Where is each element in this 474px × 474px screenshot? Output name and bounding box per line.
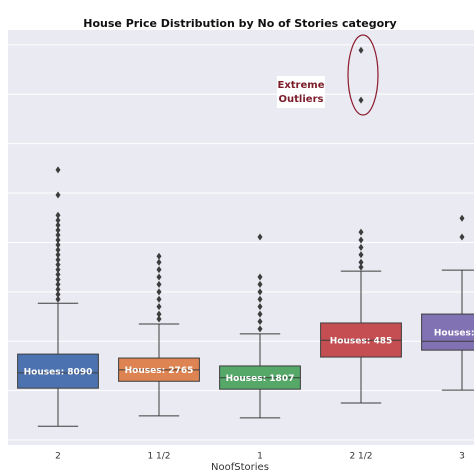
x-tick-label: 2 1/2 xyxy=(349,452,372,462)
outlier xyxy=(358,46,364,54)
x-axis-label: NoofStories xyxy=(211,462,269,473)
outlier xyxy=(156,315,162,323)
outlier xyxy=(156,273,162,281)
annotation-text: Outliers xyxy=(279,94,324,105)
box-label: Houses: 2765 xyxy=(125,366,194,376)
outlier xyxy=(55,256,61,264)
outlier xyxy=(156,288,162,296)
outlier xyxy=(257,303,263,311)
outlier xyxy=(55,191,61,199)
outlier xyxy=(156,310,162,318)
outlier xyxy=(358,258,364,266)
outlier xyxy=(257,273,263,281)
outlier xyxy=(257,288,263,296)
annotation-ellipse xyxy=(347,34,379,116)
outlier xyxy=(459,233,465,241)
outlier xyxy=(55,246,61,254)
outlier xyxy=(55,275,61,283)
outlier xyxy=(55,261,61,269)
outlier xyxy=(156,252,162,260)
outlier xyxy=(257,325,263,333)
outlier xyxy=(257,280,263,288)
outlier xyxy=(55,290,61,298)
outlier xyxy=(55,251,61,259)
outlier xyxy=(358,236,364,244)
outlier xyxy=(55,241,61,249)
outlier xyxy=(55,280,61,288)
outlier xyxy=(55,285,61,293)
box-label: Houses: 78 xyxy=(434,329,474,339)
outlier xyxy=(156,258,162,266)
x-tick-label: 3 xyxy=(459,452,465,462)
outlier xyxy=(55,166,61,174)
outlier xyxy=(257,317,263,325)
outlier xyxy=(55,226,61,234)
box-label: Houses: 485 xyxy=(330,337,392,347)
outlier xyxy=(55,221,61,229)
box-label: Houses: 8090 xyxy=(24,368,93,378)
outlier xyxy=(156,303,162,311)
x-tick-label: 2 xyxy=(55,452,61,462)
outlier xyxy=(55,231,61,239)
plot-layer: Houses: 8090 Houses: 2765 Houses: 1807 Hous… xyxy=(8,44,474,441)
x-tick-label: 1 xyxy=(257,452,263,462)
chart-title: House Price Distribution by No of Storie… xyxy=(83,17,396,30)
x-tick-label: 1 1/2 xyxy=(147,452,170,462)
outlier xyxy=(459,214,465,222)
outlier xyxy=(358,263,364,271)
outlier xyxy=(358,96,364,104)
outlier xyxy=(358,243,364,251)
outlier xyxy=(55,211,61,219)
outlier xyxy=(55,266,61,274)
outlier xyxy=(55,216,61,224)
annotation-text: Extreme xyxy=(278,80,325,91)
outlier xyxy=(156,295,162,303)
outlier xyxy=(55,236,61,244)
outlier xyxy=(55,295,61,303)
outlier xyxy=(257,233,263,241)
outlier xyxy=(358,228,364,236)
outlier xyxy=(156,266,162,274)
box-label: Houses: 1807 xyxy=(226,374,295,384)
box xyxy=(421,313,474,351)
outlier xyxy=(156,280,162,288)
outlier xyxy=(257,295,263,303)
outlier xyxy=(55,271,61,279)
outlier xyxy=(257,310,263,318)
box xyxy=(17,353,99,389)
outlier xyxy=(358,251,364,259)
annotation-box xyxy=(277,76,325,108)
